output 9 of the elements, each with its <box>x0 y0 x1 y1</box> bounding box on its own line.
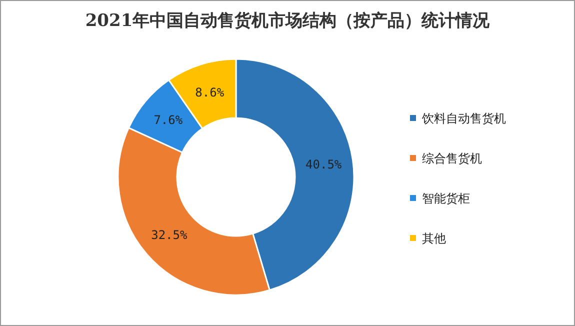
data-label: 8.6% <box>195 86 225 100</box>
chart-title: 2021年中国自动售货机市场结构（按产品）统计情况 <box>85 11 491 31</box>
legend-label: 智能货柜 <box>422 192 470 206</box>
data-label: 40.5% <box>306 157 342 172</box>
legend-label: 综合售货机 <box>422 152 482 166</box>
legend-label: 饮料自动售货机 <box>421 112 506 126</box>
data-label: 7.6% <box>154 113 184 128</box>
legend-label: 其他 <box>422 232 446 246</box>
data-label: 32.5% <box>151 228 188 242</box>
